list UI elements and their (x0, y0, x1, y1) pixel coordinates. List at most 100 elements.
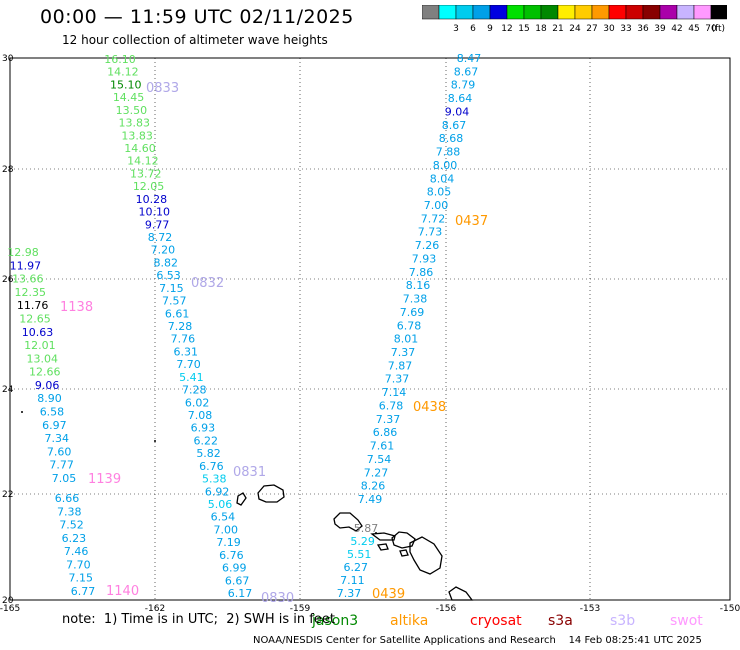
wave-height-label: 7.37 (376, 413, 401, 426)
wave-height-label: 7.05 (52, 472, 77, 485)
satellite-legend-jason3: jason3 (311, 613, 358, 629)
wave-height-label: 9.77 (145, 218, 170, 231)
wave-height-label: 6.58 (40, 406, 65, 419)
wave-height-label: 7.20 (151, 244, 176, 257)
legend-tick-label: 18 (535, 24, 547, 33)
wave-height-label: 7.15 (68, 572, 93, 585)
satellite-legend-altika: altika (390, 613, 428, 629)
longitude-label: -159 (290, 604, 311, 614)
wave-height-label: 5.82 (196, 447, 221, 460)
wave-height-label: 11.97 (10, 259, 42, 272)
wave-height-label: 6.92 (205, 485, 230, 498)
satellite-legend-swot: swot (670, 613, 703, 629)
wave-height-label: 5.38 (202, 473, 227, 486)
longitude-label: -150 (720, 604, 740, 614)
wave-height-label: 7.34 (45, 432, 70, 445)
legend-swatch (710, 5, 727, 20)
wave-height-label: 6.53 (156, 269, 181, 282)
wave-height-label: 7.19 (216, 536, 241, 549)
wave-height-label: 8.67 (442, 119, 467, 132)
wave-height-label: 5.41 (179, 371, 204, 384)
latitude-label: 20 (2, 596, 14, 606)
wave-height-label: 8.79 (451, 79, 476, 92)
wave-height-label: 7.49 (358, 493, 383, 506)
island-outline (448, 586, 474, 601)
wave-height-label: 8.16 (406, 279, 431, 292)
pass-time-label: 0831 (233, 465, 266, 480)
pass-time-label: 1140 (106, 584, 139, 599)
wave-height-label: 8.72 (148, 231, 173, 244)
legend-tick-label: 15 (518, 24, 529, 33)
wave-height-label: 7.14 (382, 386, 407, 399)
wave-height-label: 10.63 (22, 326, 54, 339)
wave-height-label: 6.17 (228, 587, 253, 600)
legend-tick-label: 24 (569, 24, 581, 33)
wave-height-label: 8.64 (448, 92, 473, 105)
wave-height-label: 6.86 (373, 426, 398, 439)
island-outline (391, 531, 416, 549)
wave-height-label: 8.82 (153, 256, 178, 269)
island-outline (236, 492, 247, 506)
wave-height-label: 6.61 (165, 307, 190, 320)
wave-height-label: 7.76 (171, 333, 196, 346)
pass-time-label: 0832 (191, 276, 224, 291)
wave-height-label: 7.86 (409, 266, 434, 279)
wave-height-label: 7.15 (159, 282, 184, 295)
wave-height-label: 7.28 (168, 320, 193, 333)
legend-tick-label: 42 (671, 24, 682, 33)
wave-height-label: 6.77 (71, 585, 96, 598)
wave-height-label: 12.35 (14, 286, 46, 299)
island-outline (333, 512, 363, 532)
latitude-label: 28 (2, 165, 14, 175)
wave-height-label: 7.37 (391, 346, 416, 359)
wave-height-label: 8.05 (427, 186, 452, 199)
wave-height-label: 7.26 (415, 239, 440, 252)
wave-height-label: 6.97 (42, 419, 67, 432)
legend-tick-label: 45 (688, 24, 699, 33)
wave-height-label: 6.76 (199, 460, 224, 473)
satellite-legend-s3b: s3b (610, 613, 635, 629)
legend-units: (ft) (711, 24, 725, 33)
wave-height-label: 8.67 (454, 65, 479, 78)
wave-height-label: 6.99 (222, 562, 247, 575)
legend-tick-label: 21 (552, 24, 563, 33)
latitude-label: 26 (2, 275, 14, 285)
wave-height-label: 13.83 (121, 129, 153, 142)
wave-height-label: 7.87 (388, 359, 413, 372)
island-outline (257, 484, 285, 503)
wave-height-label: 7.28 (182, 384, 207, 397)
wave-height-label: 7.11 (340, 574, 365, 587)
wave-height-label: 7.54 (367, 453, 392, 466)
wave-height-label: 7.69 (400, 306, 425, 319)
wave-height-label: 8.68 (439, 132, 464, 145)
wave-height-label: 14.12 (107, 66, 139, 79)
pass-time-label: 0439 (372, 587, 405, 602)
wave-height-label: 14.12 (127, 155, 159, 168)
wave-height-label: 7.00 (424, 199, 449, 212)
wave-height-label: 7.00 (213, 523, 238, 536)
wave-height-label: 6.27 (344, 561, 369, 574)
wave-height-label: 6.76 (219, 549, 244, 562)
legend-tick-label: 27 (586, 24, 597, 33)
page-subtitle: 12 hour collection of altimeter wave hei… (62, 33, 328, 47)
wave-height-label: 6.22 (193, 434, 218, 447)
wave-height-label: 13.72 (130, 167, 162, 180)
wave-height-label: 6.54 (211, 511, 236, 524)
wave-height-label: 11.76 (17, 299, 49, 312)
legend-tick-label: 70 (705, 24, 717, 33)
wave-height-label: 6.23 (62, 532, 87, 545)
wave-height-label: 16.10 (104, 53, 136, 66)
wave-height-label: 14.45 (113, 91, 145, 104)
wave-height-label: 7.70 (176, 358, 201, 371)
wave-height-label: 8.90 (37, 392, 62, 405)
pass-time-label: 1139 (88, 472, 121, 487)
footnote: note: 1) Time is in UTC; 2) SWH is in fe… (62, 612, 335, 627)
wave-height-label: 10.28 (136, 193, 168, 206)
wave-height-label: 12.05 (133, 180, 165, 193)
wave-height-label: 10.10 (139, 206, 171, 219)
pass-time-label: 1138 (60, 300, 93, 315)
wave-height-label: 6.78 (397, 319, 422, 332)
wave-height-label: 6.93 (191, 422, 216, 435)
legend-tick-label: 3 (453, 24, 459, 33)
